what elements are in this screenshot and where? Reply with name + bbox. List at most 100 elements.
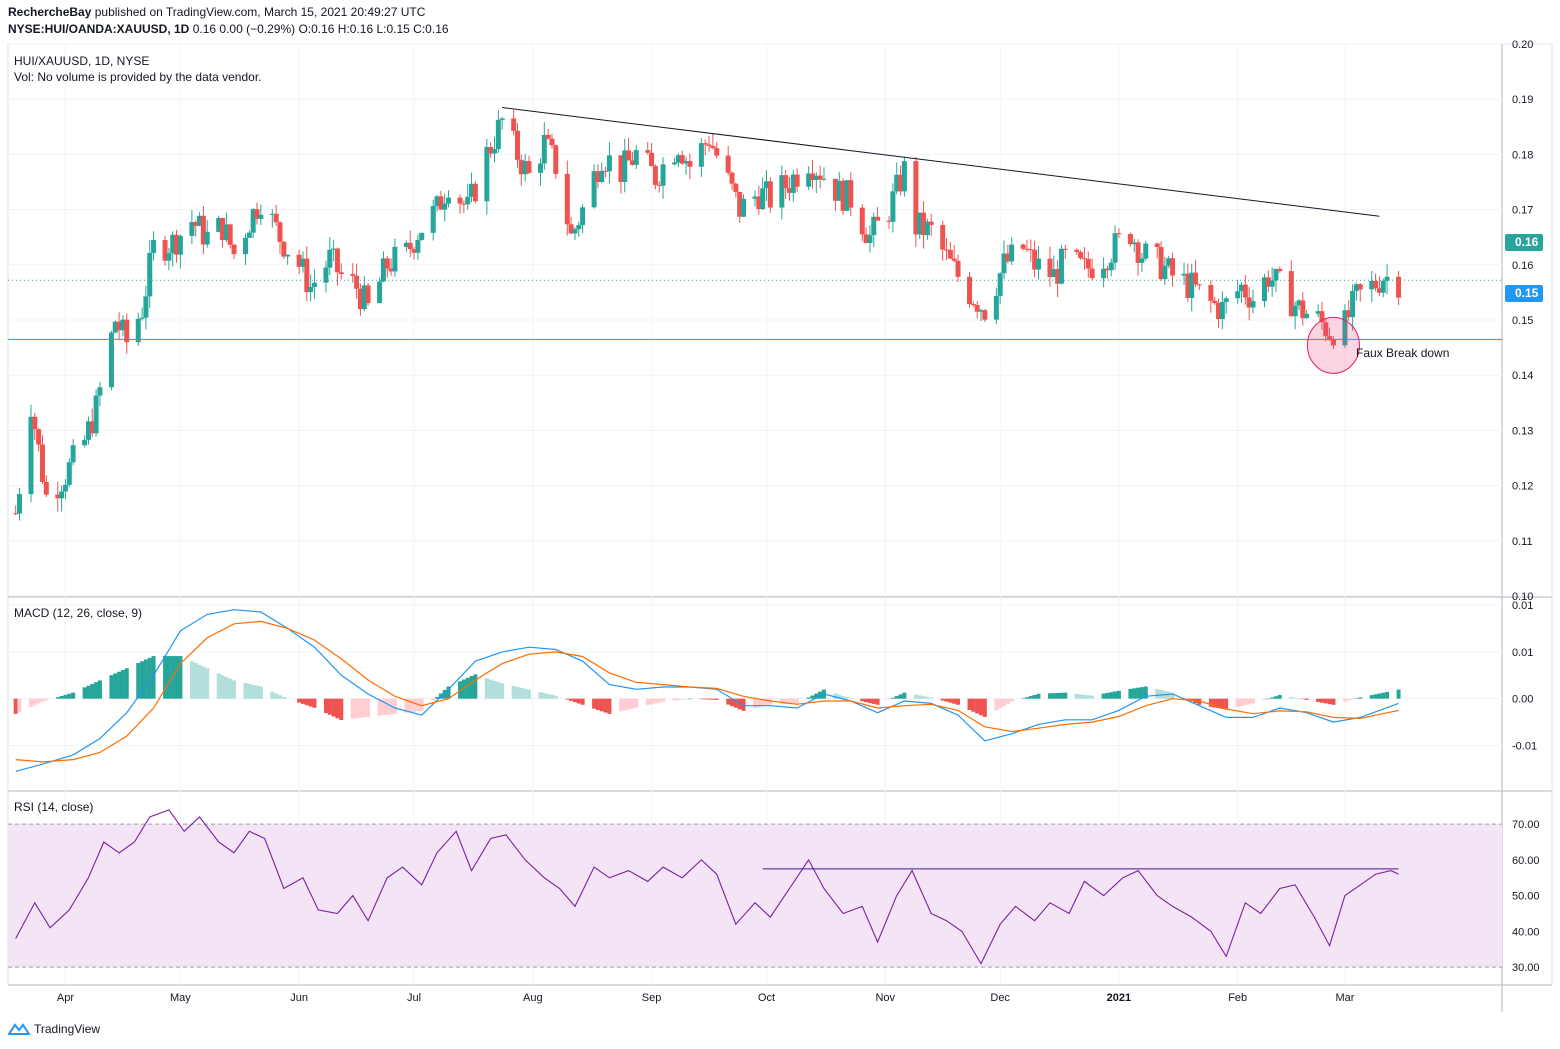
macd-histogram-bar <box>1090 695 1095 699</box>
macd-histogram-bar <box>327 698 332 715</box>
time-axis[interactable]: Apr May Jun Jul Aug Sep Oct Nov Dec 2021 Feb Mar <box>57 992 1355 1004</box>
rsi-tick-label: 70.00 <box>1512 819 1540 831</box>
macd-histogram-bar <box>645 698 650 706</box>
macd-histogram-bar <box>120 669 125 699</box>
candle-body <box>840 180 846 211</box>
candle-body <box>1208 285 1214 301</box>
macd-histogram-bar <box>967 698 972 710</box>
candle-body <box>231 244 237 255</box>
candle-body <box>955 260 961 277</box>
candle-body <box>204 231 210 245</box>
candle-body <box>457 197 463 204</box>
candle-body <box>1143 243 1149 259</box>
candle-body <box>886 220 892 222</box>
macd-histogram-bar <box>216 673 221 699</box>
rsi-line <box>15 809 1399 965</box>
macd-histogram-bar <box>304 698 309 706</box>
macd-histogram-bar <box>710 698 715 700</box>
macd-histogram-bar <box>837 694 842 699</box>
macd-histogram-bar <box>1296 698 1301 700</box>
macd-histogram-bar <box>607 698 612 714</box>
candle-body <box>737 191 743 217</box>
candle-body <box>1185 273 1191 298</box>
candle-body <box>913 161 919 235</box>
time-tick-label: 2021 <box>1107 992 1131 1004</box>
candle-body <box>890 191 896 222</box>
macd-tick-label: 0.01 <box>1512 647 1533 659</box>
macd-histogram-bar <box>1216 698 1221 709</box>
candle-body <box>982 310 988 320</box>
macd-histogram-bar <box>1327 698 1332 705</box>
macd-histogram-bar <box>526 689 531 699</box>
macd-histogram-bar <box>354 698 359 719</box>
macd-histogram-bar <box>657 698 662 703</box>
macd-histogram-bar <box>925 696 930 699</box>
macd-histogram-bar <box>109 675 114 699</box>
candle-body <box>488 146 494 154</box>
candle-body <box>767 181 773 208</box>
macd-histogram-bar <box>446 686 451 699</box>
macd-histogram-bar <box>220 675 225 699</box>
macd-histogram-bar <box>1005 698 1010 704</box>
macd-histogram-bar <box>890 697 895 699</box>
macd-histogram-bar <box>1009 698 1014 702</box>
candle-body <box>1288 271 1294 317</box>
macd-histogram-bar <box>649 698 654 705</box>
tradingview-logo-icon <box>8 1023 30 1035</box>
macd-histogram-bar <box>703 698 708 700</box>
candle-body <box>817 175 823 180</box>
candle-body <box>924 221 930 236</box>
candle-body <box>89 421 95 434</box>
candle-body <box>388 268 394 272</box>
volume-note: Vol: No volume is provided by the data v… <box>14 70 261 84</box>
candle-body <box>970 304 976 306</box>
candle-body <box>492 149 498 154</box>
macd-histogram-bar <box>492 680 497 699</box>
macd-histogram-bar <box>1059 692 1064 699</box>
macd-histogram-bar <box>1346 698 1351 701</box>
macd-histogram-bar <box>779 698 784 705</box>
macd-histogram-bar <box>714 698 719 700</box>
candle-body <box>223 224 229 241</box>
candle-body <box>39 444 45 482</box>
macd-histogram-bar <box>1021 698 1026 699</box>
macd-histogram-bar <box>1262 698 1267 700</box>
macd-histogram-bar <box>898 694 903 699</box>
macd-histogram-bar <box>1331 698 1336 705</box>
macd-histogram-bar <box>1132 688 1137 699</box>
macd-histogram-bar <box>538 692 543 699</box>
price-tick-label: 0.18 <box>1512 149 1533 161</box>
candle-body <box>32 416 38 430</box>
price-axis[interactable]: 0.10 0.11 0.12 0.13 0.14 0.15 0.16 0.17 0.18 0.19… <box>1512 39 1540 974</box>
candle-body <box>710 145 716 148</box>
candle-body <box>729 172 735 184</box>
candle-body <box>1380 280 1386 293</box>
macd-histogram-bar <box>331 698 336 717</box>
candle-body <box>844 180 850 211</box>
macd-histogram-bar <box>97 680 102 699</box>
macd-histogram-bar <box>258 686 263 699</box>
candle-body <box>1058 248 1064 284</box>
tradingview-footer[interactable]: TradingView <box>8 1022 100 1036</box>
macd-histogram-bar <box>32 698 37 706</box>
macd-histogram-bar <box>599 698 604 712</box>
candle-body <box>277 222 283 242</box>
rsi-tick-label: 60.00 <box>1512 855 1540 867</box>
candle-body <box>93 395 99 434</box>
candle-body <box>499 118 505 120</box>
candle-body <box>415 239 421 253</box>
macd-histogram-bar <box>392 698 397 714</box>
macd-histogram-bar <box>921 696 926 699</box>
candle-body <box>1250 301 1256 308</box>
macd-histogram-bar <box>998 698 1003 709</box>
macd-histogram-bar <box>1208 698 1213 707</box>
macd-histogram-bar <box>143 659 148 699</box>
macd-histogram-bar <box>684 698 689 700</box>
candle-body <box>97 387 103 396</box>
candle-body <box>867 235 873 243</box>
macd-histogram-bar <box>1113 691 1118 699</box>
macd-histogram-bar <box>308 698 313 707</box>
macd-histogram-bar <box>810 695 815 699</box>
candle-body <box>384 258 390 269</box>
candle-body <box>1357 284 1363 290</box>
